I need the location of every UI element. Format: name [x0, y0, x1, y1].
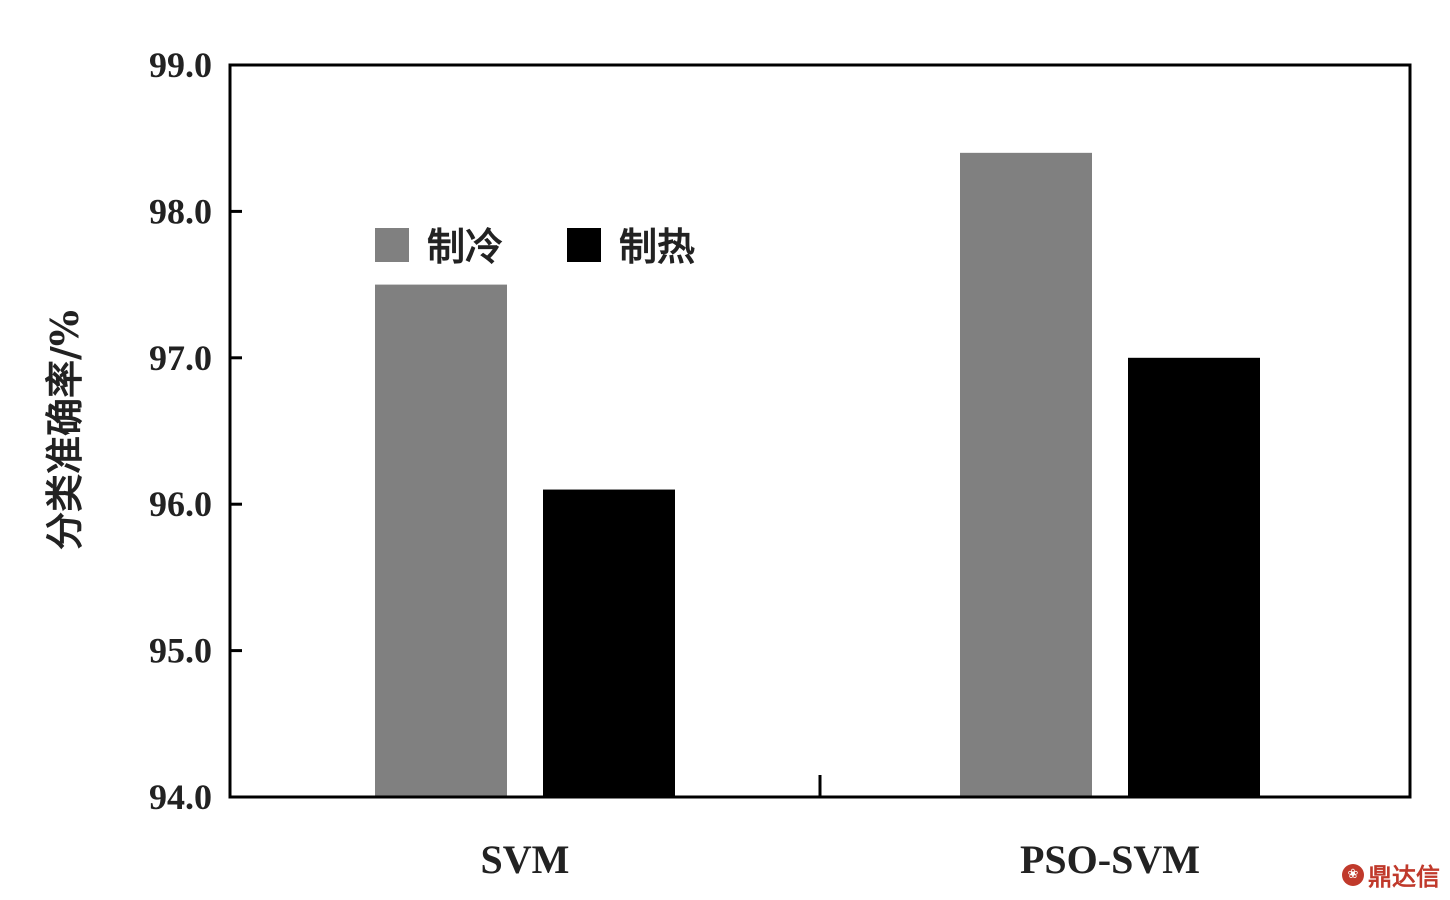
watermark-text: 鼎达信 — [1368, 863, 1440, 891]
bar-svm-series-2 — [543, 489, 675, 797]
y-tick-label: 97.0 — [149, 338, 212, 378]
logo-icon: ❀ — [1342, 863, 1364, 886]
y-tick-label: 94.0 — [149, 777, 212, 817]
y-axis: 94.0 95.0 96.0 97.0 98.0 99.0 — [149, 45, 242, 817]
y-axis-label: 分类准确率/% — [42, 310, 87, 550]
bar-svm-series-1 — [375, 284, 507, 798]
bar-pso-svm-series-1 — [960, 152, 1092, 798]
legend-label: 制冷 — [427, 224, 503, 269]
y-tick-label: 99.0 — [149, 45, 212, 85]
bars-group — [375, 152, 1260, 798]
x-category-label: SVM — [481, 837, 570, 882]
legend-swatch — [567, 228, 601, 262]
x-axis: SVM PSO-SVM — [481, 837, 1200, 882]
y-tick-label: 95.0 — [149, 631, 212, 671]
y-tick-label: 96.0 — [149, 484, 212, 524]
bar-pso-svm-series-2 — [1128, 357, 1260, 797]
y-tick-label: 98.0 — [149, 191, 212, 231]
legend-label: 制热 — [619, 224, 695, 269]
x-category-label: PSO-SVM — [1020, 837, 1200, 882]
watermark: ❀ 鼎达信 — [1342, 857, 1440, 892]
legend-swatch — [375, 228, 409, 262]
legend: 制冷 制热 — [375, 224, 695, 269]
